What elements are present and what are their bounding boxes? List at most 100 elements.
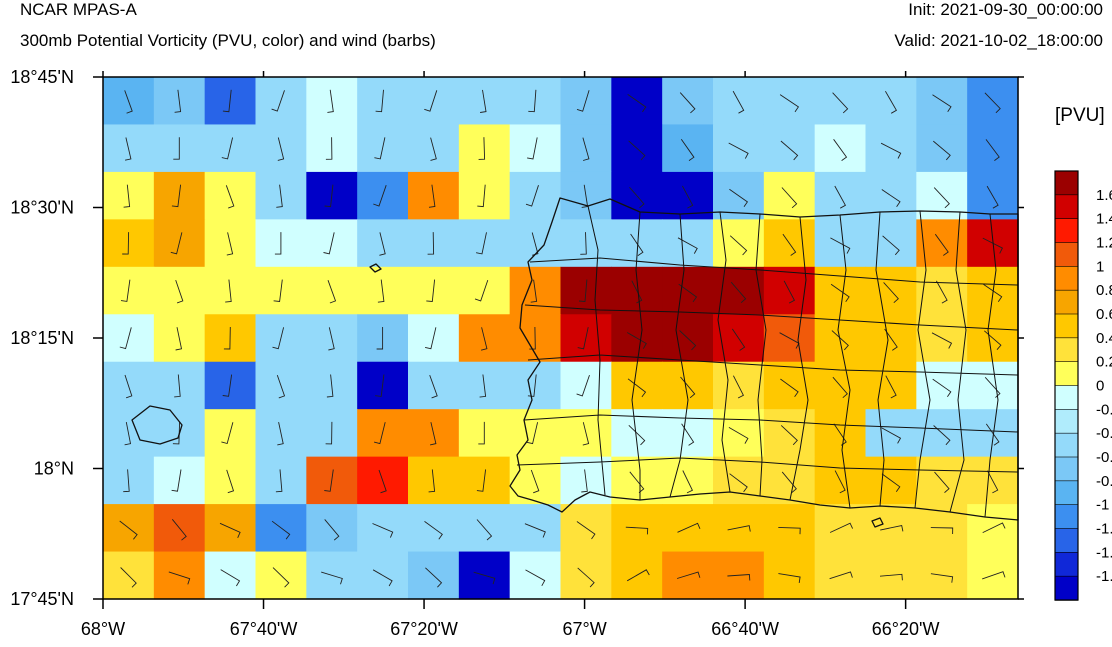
colorbar-label: -1.6 <box>1096 568 1112 585</box>
map-axes: 68°W 67°40'W 67°20'W 67°W 66°40'W 66°20'W 18°4… <box>10 67 1024 639</box>
colorbar-swatch <box>1054 361 1079 387</box>
wind-barb <box>373 422 386 445</box>
wind-barb <box>274 232 282 255</box>
wind-barb <box>525 185 539 207</box>
wind-barb <box>582 137 590 161</box>
wind-barb <box>982 237 1004 254</box>
mona-island <box>131 405 183 445</box>
wind-barb <box>732 90 745 114</box>
wind-barb <box>882 235 900 256</box>
wind-barb <box>226 232 234 256</box>
puerto-rico-outline <box>509 197 1019 521</box>
wind-barbs <box>119 89 1006 588</box>
wind-barb <box>834 185 847 209</box>
wind-barb <box>427 232 435 255</box>
wind-barb <box>730 281 747 304</box>
desecheo-island <box>369 263 382 273</box>
colorbar-label: 0.8 <box>1096 282 1112 299</box>
wind-barb <box>780 378 799 398</box>
wind-barb <box>678 283 698 303</box>
colorbar-swatch <box>1054 504 1079 530</box>
colorbar-label: -1 <box>1096 497 1109 514</box>
wind-barb <box>375 89 384 113</box>
wind-barb <box>326 374 334 398</box>
wind-barb <box>171 184 182 208</box>
wind-barb <box>984 376 1001 398</box>
wind-barb <box>271 520 291 540</box>
wind-barb <box>936 280 948 304</box>
wind-barb <box>581 469 588 493</box>
wind-barb <box>628 140 646 161</box>
caja-de-muertos <box>871 517 884 528</box>
wind-barb <box>277 137 285 161</box>
wind-barb <box>985 423 1000 446</box>
y-tick-label: 17°45'N <box>10 589 74 609</box>
wind-barb <box>986 185 999 209</box>
colorbar-label: -0.4 <box>1096 425 1112 442</box>
wind-barb <box>525 569 546 587</box>
wind-barb <box>987 470 999 494</box>
wind-barb <box>120 567 137 588</box>
wind-barb <box>885 90 898 114</box>
wind-barb <box>627 378 647 398</box>
wind-barb <box>123 184 131 208</box>
wind-barb <box>627 94 647 113</box>
wind-barb <box>530 469 540 494</box>
colorbar-label: -0.8 <box>1096 473 1112 490</box>
wind-barb <box>580 232 587 255</box>
wind-barb <box>172 421 181 445</box>
colorbar-swatch <box>1054 552 1079 577</box>
wind-barb <box>682 470 694 494</box>
wind-barb <box>324 184 334 208</box>
wind-barb <box>528 89 537 113</box>
colorbar-label: -0.2 <box>1096 401 1112 418</box>
wind-barb <box>934 233 949 256</box>
colorbar-label: 0.2 <box>1096 354 1112 371</box>
wind-barb <box>779 94 800 113</box>
wind-barb <box>832 92 849 114</box>
x-tick-label: 66°40'W <box>711 619 779 639</box>
wind-barb <box>630 233 644 256</box>
wind-barb <box>119 327 132 350</box>
wind-barb <box>527 374 537 397</box>
wind-barb <box>679 330 697 351</box>
wind-barb <box>578 279 588 302</box>
wind-barb <box>478 137 486 160</box>
y-tick-label: 18°30'N <box>10 198 74 218</box>
wind-barb <box>277 422 284 446</box>
wind-barb <box>629 187 645 209</box>
wind-barb <box>729 473 748 493</box>
wind-barb <box>524 523 546 538</box>
colorbar-swatch <box>1054 242 1079 268</box>
wind-barb <box>577 567 595 588</box>
y-tick-label: 18°15'N <box>10 328 74 348</box>
wind-barb <box>123 469 130 493</box>
wind-barb <box>781 471 797 494</box>
wind-barb <box>428 469 436 493</box>
colorbar-swatch <box>1054 409 1079 434</box>
colorbar-label: 1.6 <box>1096 187 1112 204</box>
wind-barb <box>477 184 486 208</box>
colorbar-label: 1.2 <box>1096 235 1112 252</box>
colorbar: 1.6 1.4 1.2 1 0.8 0.6 0.4 0.2 0 -0.2 -0.4 -0.6 -0.8 -… <box>1054 170 1112 601</box>
wind-barb <box>480 327 488 351</box>
colorbar-label: -1.4 <box>1096 544 1112 561</box>
wind-barb <box>934 471 950 493</box>
wind-barb <box>175 279 184 304</box>
wind-barb <box>327 89 334 113</box>
wind-barb <box>783 280 796 304</box>
wind-barb <box>780 140 799 161</box>
wind-barb <box>271 90 285 112</box>
wind-barb <box>576 521 596 540</box>
wind-barb <box>379 232 386 256</box>
wind-barb <box>321 571 343 585</box>
wind-barb <box>222 89 232 113</box>
wind-barb <box>168 571 191 585</box>
wind-barb <box>629 471 645 494</box>
colorbar-label: 0.6 <box>1096 306 1112 323</box>
wind-barb <box>170 232 183 255</box>
wind-barb <box>778 526 801 535</box>
wind-barb <box>982 522 1006 534</box>
wind-barb <box>372 523 394 538</box>
wind-barb <box>831 330 849 351</box>
